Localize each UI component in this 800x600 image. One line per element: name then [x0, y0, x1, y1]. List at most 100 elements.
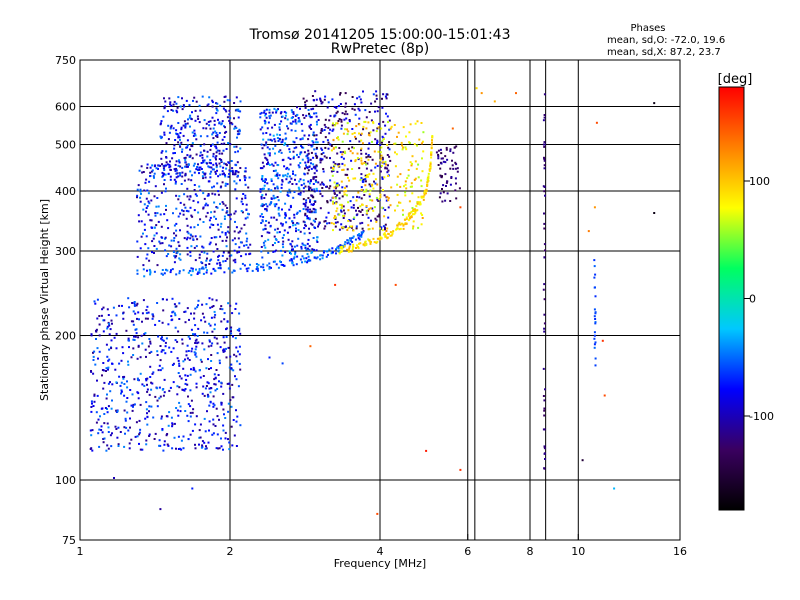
data-point: [367, 121, 370, 124]
data-point: [95, 338, 97, 340]
data-point: [303, 203, 306, 206]
data-point: [165, 255, 168, 258]
data-point: [186, 224, 189, 227]
data-point: [255, 263, 258, 265]
data-point: [106, 327, 109, 330]
data-point: [320, 147, 323, 150]
data-point: [246, 270, 249, 273]
data-point: [249, 243, 252, 246]
data-point: [173, 232, 175, 235]
data-point: [360, 152, 363, 155]
data-point: [321, 257, 324, 260]
data-point: [344, 186, 346, 189]
data-point: [273, 107, 276, 110]
data-point: [267, 251, 270, 254]
data-point: [173, 237, 176, 239]
data-point: [102, 441, 105, 444]
data-point: [175, 109, 178, 112]
colorbar-tick-label: -100: [749, 410, 774, 423]
data-point: [303, 227, 306, 230]
data-point: [281, 208, 283, 211]
data-point: [300, 247, 303, 250]
data-point: [195, 355, 198, 358]
data-point: [110, 445, 113, 448]
data-point: [223, 413, 225, 416]
data-point: [256, 266, 259, 268]
data-point: [347, 241, 350, 244]
data-point: [165, 337, 168, 340]
data-point: [229, 122, 231, 125]
data-point: [364, 240, 367, 243]
data-point: [308, 134, 311, 137]
data-point: [197, 327, 200, 330]
data-point: [217, 374, 220, 376]
data-point: [338, 197, 341, 200]
data-point: [269, 133, 272, 136]
data-point: [335, 185, 338, 188]
data-point: [416, 120, 419, 123]
data-point: [393, 124, 396, 126]
data-point: [339, 93, 341, 96]
data-point: [162, 339, 165, 342]
data-point: [344, 110, 347, 113]
data-point: [382, 161, 385, 164]
data-point: [245, 208, 248, 211]
data-point: [369, 207, 372, 210]
data-point: [183, 120, 186, 123]
data-point: [112, 306, 115, 309]
data-point: [304, 205, 307, 208]
data-point: [475, 87, 478, 90]
data-point: [366, 175, 369, 178]
data-point: [211, 298, 214, 301]
data-point: [196, 115, 199, 118]
data-point: [226, 99, 229, 102]
data-point: [94, 363, 97, 366]
data-point: [145, 443, 148, 446]
data-point: [235, 108, 238, 111]
data-point: [216, 169, 218, 172]
data-point: [352, 196, 355, 199]
data-point: [263, 197, 266, 199]
data-point: [177, 241, 180, 244]
data-point: [262, 165, 265, 168]
data-point: [149, 171, 152, 174]
data-point: [215, 369, 218, 371]
data-point: [234, 210, 237, 213]
data-point: [270, 266, 272, 269]
data-point: [244, 179, 246, 182]
data-point: [130, 320, 133, 323]
data-point: [115, 409, 118, 412]
data-point: [240, 200, 243, 203]
data-point: [165, 150, 168, 153]
data-point: [215, 206, 218, 208]
data-point: [337, 105, 340, 108]
data-point: [164, 105, 167, 108]
data-point: [244, 167, 247, 170]
data-point: [282, 174, 285, 177]
data-point: [453, 146, 456, 149]
data-point: [322, 170, 325, 173]
data-point: [120, 389, 123, 392]
data-point: [124, 432, 126, 435]
y-tick-label: 200: [55, 330, 76, 343]
data-point: [103, 319, 106, 322]
data-point: [211, 133, 214, 136]
data-point: [381, 176, 384, 179]
data-point: [178, 364, 181, 367]
data-point: [173, 261, 176, 264]
data-point: [235, 346, 238, 349]
data-point: [326, 139, 329, 142]
data-point: [388, 148, 391, 151]
data-point: [232, 369, 235, 372]
data-point: [177, 198, 180, 201]
data-point: [349, 237, 351, 240]
data-point: [219, 346, 222, 349]
data-point: [213, 310, 216, 313]
data-point: [543, 227, 546, 230]
data-point: [167, 424, 170, 427]
data-point: [431, 139, 433, 142]
data-point: [394, 209, 396, 212]
data-point: [207, 382, 210, 385]
data-point: [237, 237, 240, 240]
data-point: [426, 183, 428, 186]
